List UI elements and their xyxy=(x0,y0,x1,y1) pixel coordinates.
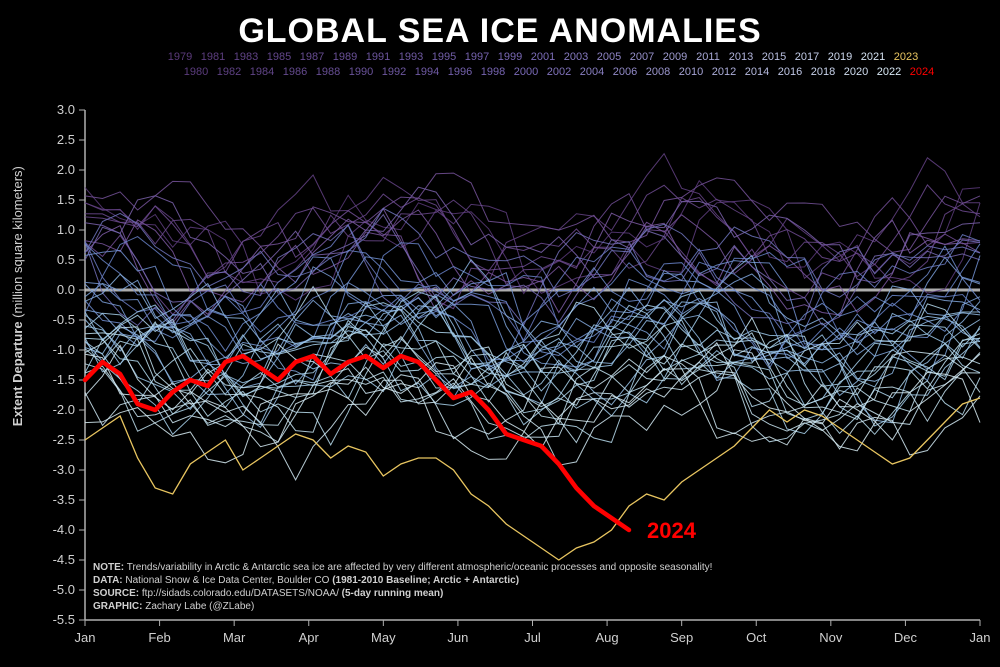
y-axis-label: Extent Departure (million square kilomet… xyxy=(10,166,25,426)
footnote: SOURCE: ftp://sidads.colorado.edu/DATASE… xyxy=(93,588,443,599)
legend-year: 2002 xyxy=(547,66,571,78)
y-tick-label: 1.5 xyxy=(57,192,75,207)
x-tick-label: Jul xyxy=(524,630,541,645)
y-tick-label: 0.5 xyxy=(57,252,75,267)
series-2024-label: 2024 xyxy=(647,518,697,543)
x-tick-label: Jan xyxy=(75,630,96,645)
legend-year: 1999 xyxy=(498,51,522,63)
legend-year: 1987 xyxy=(300,51,324,63)
legend-year: 2021 xyxy=(861,51,885,63)
legend-year: 1983 xyxy=(234,51,258,63)
legend-year: 2017 xyxy=(795,51,819,63)
y-tick-label: -5.5 xyxy=(53,612,75,627)
legend-year: 2023 xyxy=(894,51,918,63)
y-tick-label: -4.0 xyxy=(53,522,75,537)
y-tick-label: -5.0 xyxy=(53,582,75,597)
legend-year: 2004 xyxy=(580,66,604,78)
x-tick-label: Apr xyxy=(299,630,320,645)
legend-year: 2003 xyxy=(564,51,588,63)
x-tick-label: Dec xyxy=(894,630,918,645)
legend-year: 2000 xyxy=(514,66,538,78)
legend-year: 2014 xyxy=(745,66,769,78)
legend-year: 2022 xyxy=(877,66,901,78)
y-tick-label: -0.5 xyxy=(53,312,75,327)
chart-title: GLOBAL SEA ICE ANOMALIES xyxy=(238,12,761,50)
legend-year: 1979 xyxy=(168,51,192,63)
x-tick-label: Jun xyxy=(447,630,468,645)
chart-svg: -5.5 -5.0 -4.5 -4.0 -3.5 -3.0 -2.5 -2.0 -1.5 -1.0… xyxy=(0,0,1000,667)
x-tick-label: Jan xyxy=(970,630,991,645)
legend-year: 1995 xyxy=(432,51,456,63)
legend-year: 1980 xyxy=(184,66,208,78)
legend-year: 2005 xyxy=(597,51,621,63)
legend-year: 2011 xyxy=(696,51,720,63)
y-tick-label: -3.5 xyxy=(53,492,75,507)
legend-year: 2024 xyxy=(910,66,934,78)
y-tick-label: 0.0 xyxy=(57,282,75,297)
x-tick-label: Aug xyxy=(596,630,619,645)
legend-year: 1990 xyxy=(349,66,373,78)
legend-year: 1998 xyxy=(481,66,505,78)
legend-year: 2015 xyxy=(762,51,786,63)
y-tick-label: -1.0 xyxy=(53,342,75,357)
legend-year: 1989 xyxy=(333,51,357,63)
legend-year: 2013 xyxy=(729,51,753,63)
y-tick-label: 2.5 xyxy=(57,132,75,147)
x-tick-label: Sep xyxy=(670,630,693,645)
legend-year: 1993 xyxy=(399,51,423,63)
legend-year: 1982 xyxy=(217,66,241,78)
y-tick-label: -4.5 xyxy=(53,552,75,567)
y-tick-label: 3.0 xyxy=(57,102,75,117)
legend-year: 2001 xyxy=(531,51,555,63)
x-tick-label: Feb xyxy=(148,630,170,645)
legend-year: 1992 xyxy=(382,66,406,78)
legend-year: 2012 xyxy=(712,66,736,78)
legend-year: 1984 xyxy=(250,66,274,78)
legend-year: 1986 xyxy=(283,66,307,78)
legend-year: 2019 xyxy=(828,51,852,63)
legend-year: 2009 xyxy=(663,51,687,63)
footnote: DATA: National Snow & Ice Data Center, B… xyxy=(93,575,519,586)
legend-year: 2010 xyxy=(679,66,703,78)
y-tick-label: -3.0 xyxy=(53,462,75,477)
legend-year: 1991 xyxy=(366,51,390,63)
y-tick-label: -2.0 xyxy=(53,402,75,417)
y-tick-label: -2.5 xyxy=(53,432,75,447)
legend-year: 2018 xyxy=(811,66,835,78)
legend-year: 1994 xyxy=(415,66,439,78)
legend-year: 2016 xyxy=(778,66,802,78)
y-tick-label: 1.0 xyxy=(57,222,75,237)
legend-year: 1985 xyxy=(267,51,291,63)
x-tick-label: May xyxy=(371,630,396,645)
x-tick-label: Mar xyxy=(223,630,246,645)
x-tick-label: Oct xyxy=(746,630,767,645)
y-tick-label: 2.0 xyxy=(57,162,75,177)
legend-year: 2008 xyxy=(646,66,670,78)
legend-year: 2006 xyxy=(613,66,637,78)
legend-year: 2007 xyxy=(630,51,654,63)
y-tick-label: -1.5 xyxy=(53,372,75,387)
legend-year: 2020 xyxy=(844,66,868,78)
footnote: NOTE: Trends/variability in Arctic & Ant… xyxy=(93,562,712,573)
chart-container: -5.5 -5.0 -4.5 -4.0 -3.5 -3.0 -2.5 -2.0 -1.5 -1.0… xyxy=(0,0,1000,667)
legend-year: 1988 xyxy=(316,66,340,78)
legend-year: 1996 xyxy=(448,66,472,78)
footnote: GRAPHIC: Zachary Labe (@ZLabe) xyxy=(93,601,254,612)
x-tick-label: Nov xyxy=(819,630,843,645)
legend-year: 1981 xyxy=(201,51,225,63)
legend-year: 1997 xyxy=(465,51,489,63)
